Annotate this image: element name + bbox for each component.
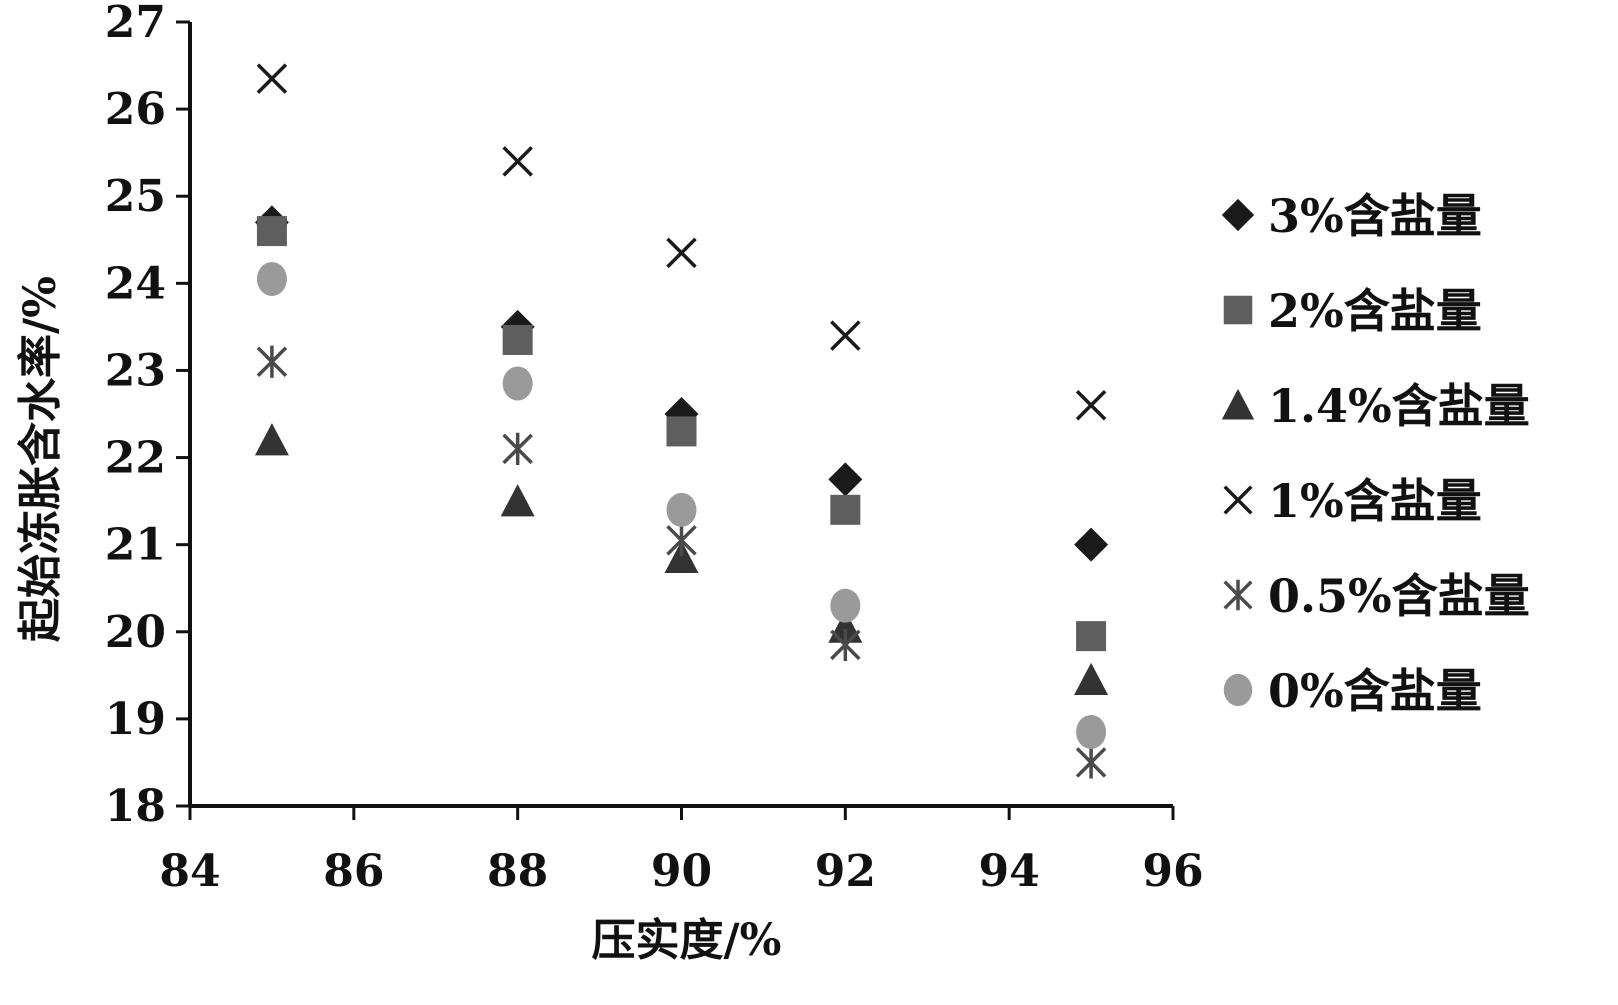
y-axis-title: 起始冻胀含水率/% bbox=[15, 276, 66, 642]
axes: 18 19 20 21 22 23 24 25 26 27 84 86 88 90 92 94 96 压实度/% 起… bbox=[15, 0, 1204, 966]
data-point bbox=[502, 146, 533, 177]
legend-marker bbox=[1223, 579, 1253, 611]
data-point bbox=[256, 216, 287, 247]
data-point bbox=[666, 416, 697, 447]
x-tick-label: 86 bbox=[323, 846, 384, 897]
y-tick-label: 24 bbox=[105, 258, 166, 309]
x-tick-label: 88 bbox=[487, 846, 548, 897]
data-point bbox=[1076, 621, 1107, 652]
data-point bbox=[1074, 662, 1109, 695]
legend-label: 0%含盐量 bbox=[1268, 664, 1482, 718]
data-point bbox=[502, 366, 533, 401]
data-point bbox=[1075, 746, 1107, 779]
legend: 3%含盐量 2%含盐量 1.4%含盐量 1%含盐量 0.5%含盐量 0%含盐量 bbox=[1221, 189, 1530, 718]
data-point bbox=[502, 324, 533, 355]
legend-item: 0.5%含盐量 bbox=[1223, 569, 1530, 623]
legend-label: 0.5%含盐量 bbox=[1268, 569, 1530, 623]
x-tick-label: 96 bbox=[1142, 846, 1203, 897]
y-tick-label: 22 bbox=[105, 433, 166, 484]
y-tick-label: 20 bbox=[105, 607, 166, 658]
data-point bbox=[666, 524, 697, 557]
data-point bbox=[830, 588, 861, 623]
series-4 bbox=[256, 345, 1107, 779]
series-3 bbox=[256, 63, 1107, 421]
data-point bbox=[828, 462, 863, 497]
y-tick-label: 18 bbox=[105, 781, 166, 832]
series-1 bbox=[256, 216, 1107, 652]
data-point bbox=[664, 540, 699, 574]
legend-item: 3%含盐量 bbox=[1221, 189, 1482, 243]
legend-marker bbox=[1223, 673, 1253, 707]
series-2 bbox=[254, 423, 1109, 695]
data-point bbox=[830, 320, 861, 351]
data-point bbox=[256, 63, 288, 94]
data-point bbox=[1075, 390, 1107, 421]
data-points bbox=[254, 63, 1109, 779]
x-axis-title: 压实度/% bbox=[592, 915, 782, 966]
x-tick-label: 94 bbox=[979, 846, 1040, 897]
data-point bbox=[830, 628, 861, 661]
y-tick-label: 19 bbox=[105, 694, 166, 745]
y-tick-label: 26 bbox=[105, 84, 166, 135]
legend-marker bbox=[1221, 198, 1255, 232]
data-point bbox=[666, 237, 697, 269]
legend-marker bbox=[1223, 485, 1253, 515]
x-tick-label: 92 bbox=[815, 846, 876, 897]
data-point bbox=[830, 494, 861, 525]
legend-item: 1.4%含盐量 bbox=[1221, 379, 1530, 433]
y-tick-label: 23 bbox=[105, 345, 166, 396]
data-point bbox=[1074, 527, 1109, 562]
legend-label: 2%含盐量 bbox=[1268, 284, 1482, 338]
data-point bbox=[666, 492, 697, 527]
data-point bbox=[256, 261, 287, 296]
x-tick-label: 90 bbox=[651, 846, 712, 897]
data-point bbox=[254, 423, 289, 456]
data-point bbox=[500, 484, 535, 517]
legend-label: 3%含盐量 bbox=[1268, 189, 1482, 243]
data-point bbox=[1076, 714, 1107, 749]
y-tick-label: 27 bbox=[105, 0, 166, 48]
legend-item: 1%含盐量 bbox=[1223, 474, 1482, 528]
legend-item: 0%含盐量 bbox=[1223, 664, 1482, 718]
y-tick-label: 25 bbox=[105, 171, 166, 222]
legend-marker bbox=[1221, 388, 1255, 420]
data-point bbox=[256, 345, 288, 378]
legend-label: 1%含盐量 bbox=[1268, 474, 1482, 528]
data-point bbox=[502, 432, 533, 465]
x-tick-label: 84 bbox=[159, 846, 220, 897]
series-5 bbox=[256, 261, 1107, 749]
legend-item: 2%含盐量 bbox=[1223, 284, 1482, 338]
y-tick-label: 21 bbox=[105, 520, 166, 571]
legend-label: 1.4%含盐量 bbox=[1268, 379, 1530, 433]
legend-marker bbox=[1223, 295, 1253, 325]
